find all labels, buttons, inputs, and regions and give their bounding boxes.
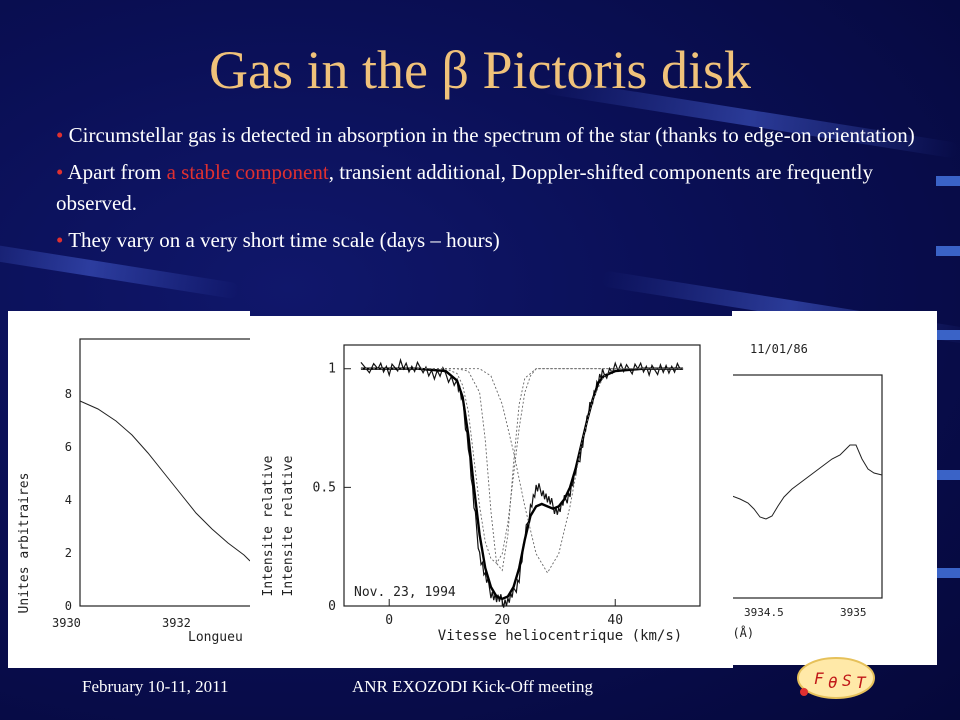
svg-text:T: T <box>856 673 867 692</box>
bullet-text: They vary on a very short time scale (da… <box>68 228 500 252</box>
bullet-highlight: a stable component <box>166 160 329 184</box>
edge-accent <box>936 470 960 480</box>
right-xtick: 3935 <box>840 606 867 619</box>
velocity-profile-chart: Intensite relative Intensite relative Vi… <box>261 344 701 644</box>
chart-xtick-label: 0 <box>385 613 393 628</box>
center-chart-panel: Intensite relative Intensite relative Vi… <box>250 316 733 668</box>
chart-series-component-2 <box>360 368 684 572</box>
fost-logo-icon: F θ S T <box>797 657 875 699</box>
bullet-dot: • <box>56 123 69 147</box>
chart-series-component-3 <box>360 368 684 574</box>
left-xtick: 3930 <box>52 616 81 630</box>
bullet-dot: • <box>56 228 69 252</box>
chart-xtick-label: 20 <box>494 613 510 628</box>
left-spectrum-panel: Unites arbitraires 0 2 4 6 8 3930 3932 L… <box>8 311 256 668</box>
footer-date: February 10-11, 2011 <box>82 677 229 696</box>
right-spectrum-panel: 11/01/86 3934.5 3935 H (Å) <box>718 311 937 665</box>
left-ytick: 0 <box>65 599 72 613</box>
bullet-item: • Apart from a stable component, transie… <box>56 157 916 219</box>
slide-title: Gas in the β Pictoris disk <box>209 40 751 100</box>
left-xlabel: Longueu <box>188 630 243 645</box>
footer-meeting: ANR EXOZODI Kick-Off meeting <box>352 677 593 696</box>
chart-xlabel: Vitesse heliocentrique (km/s) <box>438 628 682 644</box>
svg-text:θ: θ <box>828 673 838 692</box>
bullet-item: • Circumstellar gas is detected in absor… <box>56 120 916 151</box>
chart-plot-frame <box>343 344 701 607</box>
right-spectrum-plot: 11/01/86 3934.5 3935 H (Å) <box>718 342 883 640</box>
bullet-text: Circumstellar gas is detected in absorpt… <box>68 123 915 147</box>
chart-ytick-label: 0 <box>328 599 336 614</box>
right-plot-frame <box>731 374 883 599</box>
edge-accent <box>936 246 960 256</box>
left-ytick: 2 <box>65 546 72 560</box>
chart-series-component-1 <box>360 368 684 564</box>
bullet-item: • They vary on a very short time scale (… <box>56 225 916 256</box>
bullet-list: • Circumstellar gas is detected in absor… <box>56 120 916 262</box>
left-ytick: 8 <box>65 387 72 401</box>
edge-accent <box>936 568 960 578</box>
chart-ylabel-duplicate: Intensite relative <box>281 455 296 596</box>
right-date-label: 11/01/86 <box>750 342 808 356</box>
right-xtick: 3934.5 <box>744 606 784 619</box>
svg-text:S: S <box>842 671 852 690</box>
left-ytick: 4 <box>65 493 72 507</box>
right-spectrum-line <box>731 444 883 520</box>
left-spectrum-line <box>79 400 251 562</box>
chart-ytick-label: 1 <box>328 362 336 377</box>
chart-series-noisy-data <box>360 357 684 608</box>
left-xtick: 3932 <box>162 616 191 630</box>
bullet-text: Apart from <box>67 160 167 184</box>
bullet-text: , transient additional, Doppler-shifted … <box>56 160 873 215</box>
chart-ylabel: Intensite relative <box>261 455 276 596</box>
edge-accent <box>936 176 960 186</box>
svg-text:F: F <box>814 669 824 688</box>
left-ylabel: Unites arbitraires <box>17 473 32 614</box>
chart-annotation: Nov. 23, 1994 <box>354 585 456 600</box>
left-spectrum-plot: Unites arbitraires 0 2 4 6 8 3930 3932 L… <box>17 338 256 645</box>
left-ytick: 6 <box>65 440 72 454</box>
bullet-dot: • <box>56 160 68 184</box>
chart-xtick-label: 40 <box>607 613 623 628</box>
right-xlabel: H (Å) <box>732 625 754 640</box>
edge-accent <box>936 330 960 340</box>
chart-ytick-label: 0.5 <box>313 480 336 495</box>
left-plot-frame <box>79 338 256 607</box>
chart-series-fit <box>360 367 684 601</box>
